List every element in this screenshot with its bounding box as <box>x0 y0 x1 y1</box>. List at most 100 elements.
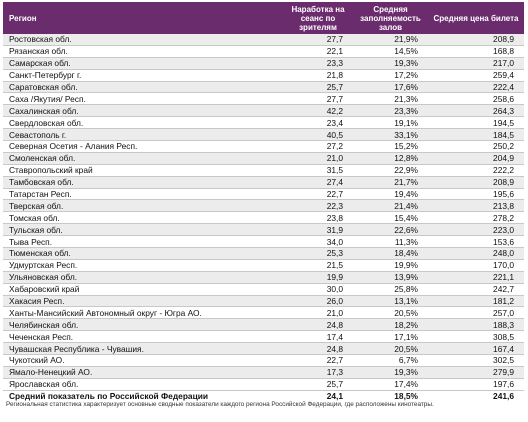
cell-occupancy: 19,3% <box>353 366 428 379</box>
cell-sessions: 25,7 <box>283 81 353 94</box>
cell-price: 213,8 <box>428 199 524 213</box>
table-footer: Средний показатель по Российской Федерац… <box>3 389 524 403</box>
cell-region: Чеченская Респ. <box>3 330 283 344</box>
cell-region: Тверская обл. <box>3 199 283 213</box>
cell-occupancy: 17,2% <box>353 69 428 82</box>
cell-occupancy: 17,1% <box>353 330 428 344</box>
cell-price: 308,5 <box>428 330 524 344</box>
cell-sessions: 21,0 <box>283 306 353 320</box>
cell-sessions: 31,5 <box>283 164 353 177</box>
cell-occupancy: 21,7% <box>353 176 428 189</box>
cell-price: 279,9 <box>428 366 524 379</box>
cell-occupancy: 13,1% <box>353 295 428 308</box>
header-price: Средняя цена билета <box>428 2 524 34</box>
cell-price: 184,5 <box>428 128 524 142</box>
cell-price: 264,3 <box>428 104 524 118</box>
table-row: Татарстан Респ. 22,7 19,4% 195,6 <box>3 188 524 201</box>
cell-price: 153,6 <box>428 235 524 249</box>
cell-region: Ставропольский край <box>3 164 283 177</box>
cell-sessions: 22,1 <box>283 45 353 58</box>
cell-price: 259,4 <box>428 69 524 82</box>
cell-region: Рязанская обл. <box>3 45 283 58</box>
cell-sessions: 19,9 <box>283 271 353 284</box>
cell-sessions: 27,7 <box>283 34 353 46</box>
cell-occupancy: 13,9% <box>353 271 428 284</box>
cell-region: Ямало-Ненецкий АО. <box>3 366 283 379</box>
header-occupancy: Средняя заполняемость залов <box>353 2 428 34</box>
cell-occupancy: 19,1% <box>353 116 428 130</box>
table-row: Ярославская обл. 25,7 17,4% 197,6 <box>3 378 524 391</box>
cell-region: Ульяновская обл. <box>3 271 283 284</box>
table-row: Хакасия Респ. 26,0 13,1% 181,2 <box>3 295 524 308</box>
table-row: Чувашская Республика - Чувашия. 24,8 20,5%… <box>3 342 524 356</box>
table-row: Ставропольский край 31,5 22,9% 222,2 <box>3 164 524 177</box>
table-row: Тамбовская обл. 27,4 21,7% 208,9 <box>3 176 524 189</box>
cell-occupancy: 21,9% <box>353 34 428 46</box>
cell-price: 258,6 <box>428 92 524 106</box>
cell-sessions: 34,0 <box>283 235 353 249</box>
cell-occupancy: 12,8% <box>353 152 428 165</box>
cell-occupancy: 21,4% <box>353 199 428 213</box>
cell-region: Ханты-Мансийский Автономный округ - Югра… <box>3 306 283 320</box>
table-row: Ханты-Мансийский Автономный округ - Югра… <box>3 306 524 320</box>
cell-price: 248,0 <box>428 247 524 260</box>
table-row: Челябинская обл. 24,8 18,2% 188,3 <box>3 318 524 332</box>
cell-price: 167,4 <box>428 342 524 356</box>
cell-occupancy: 15,2% <box>353 140 428 153</box>
cell-region: Хакасия Респ. <box>3 295 283 308</box>
table-row: Саха /Якутия/ Респ. 27,7 21,3% 258,6 <box>3 92 524 106</box>
table-header: Регион Наработка на сеанс по зрителям Ср… <box>3 2 524 34</box>
cell-price: 250,2 <box>428 140 524 153</box>
cell-region: Чувашская Республика - Чувашия. <box>3 342 283 356</box>
cell-region: Смоленская обл. <box>3 152 283 165</box>
table-row: Ямало-Ненецкий АО. 17,3 19,3% 279,9 <box>3 366 524 379</box>
cell-price: 194,5 <box>428 116 524 130</box>
cell-sessions: 26,0 <box>283 295 353 308</box>
cell-sessions: 17,4 <box>283 330 353 344</box>
cell-price: 168,8 <box>428 45 524 58</box>
cell-occupancy: 18,2% <box>353 318 428 332</box>
cell-price: 302,5 <box>428 354 524 367</box>
cell-region: Чукотский АО. <box>3 354 283 367</box>
table-row: Саратовская обл. 25,7 17,6% 222,4 <box>3 81 524 94</box>
cell-price: 257,0 <box>428 306 524 320</box>
cell-region: Тульская обл. <box>3 223 283 237</box>
cell-sessions: 42,2 <box>283 104 353 118</box>
table-row: Севастополь г. 40,5 33,1% 184,5 <box>3 128 524 142</box>
cell-region: Томская обл. <box>3 211 283 225</box>
header-row: Регион Наработка на сеанс по зрителям Ср… <box>3 2 524 34</box>
cell-sessions: 23,4 <box>283 116 353 130</box>
cell-region: Ростовская обл. <box>3 34 283 46</box>
table-row: Свердловская обл. 23,4 19,1% 194,5 <box>3 116 524 130</box>
table-row: Смоленская обл. 21,0 12,8% 204,9 <box>3 152 524 165</box>
table-row: Чукотский АО. 22,7 6,7% 302,5 <box>3 354 524 367</box>
table-row: Тюменская обл. 25,3 18,4% 248,0 <box>3 247 524 260</box>
cell-region: Тюменская обл. <box>3 247 283 260</box>
cell-sessions: 25,7 <box>283 378 353 391</box>
table-body: Ростовская обл. 27,7 21,9% 208,9 Рязанская о… <box>3 34 524 391</box>
cell-price: 208,9 <box>428 34 524 46</box>
total-region: Средний показатель по Российской Федерац… <box>3 389 283 403</box>
total-row: Средний показатель по Российской Федерац… <box>3 389 524 403</box>
cell-occupancy: 6,7% <box>353 354 428 367</box>
cell-price: 242,7 <box>428 283 524 296</box>
table-row: Самарская обл. 23,3 19,3% 217,0 <box>3 57 524 70</box>
table-row: Хабаровский край 30,0 25,8% 242,7 <box>3 283 524 296</box>
cell-sessions: 27,2 <box>283 140 353 153</box>
table-row: Рязанская обл. 22,1 14,5% 168,8 <box>3 45 524 58</box>
cell-region: Челябинская обл. <box>3 318 283 332</box>
cell-occupancy: 14,5% <box>353 45 428 58</box>
regional-stats-table: Регион Наработка на сеанс по зрителям Ср… <box>3 2 524 403</box>
cell-sessions: 21,5 <box>283 259 353 272</box>
cell-occupancy: 33,1% <box>353 128 428 142</box>
footnote: Региональная статистика характеризует ос… <box>6 401 434 408</box>
cell-occupancy: 19,9% <box>353 259 428 272</box>
header-sessions: Наработка на сеанс по зрителям <box>283 2 353 34</box>
cell-region: Тамбовская обл. <box>3 176 283 189</box>
cell-sessions: 25,3 <box>283 247 353 260</box>
cell-region: Ярославская обл. <box>3 378 283 391</box>
cell-sessions: 23,3 <box>283 57 353 70</box>
cell-region: Сахалинская обл. <box>3 104 283 118</box>
cell-price: 278,2 <box>428 211 524 225</box>
table-row: Сахалинская обл. 42,2 23,3% 264,3 <box>3 104 524 118</box>
